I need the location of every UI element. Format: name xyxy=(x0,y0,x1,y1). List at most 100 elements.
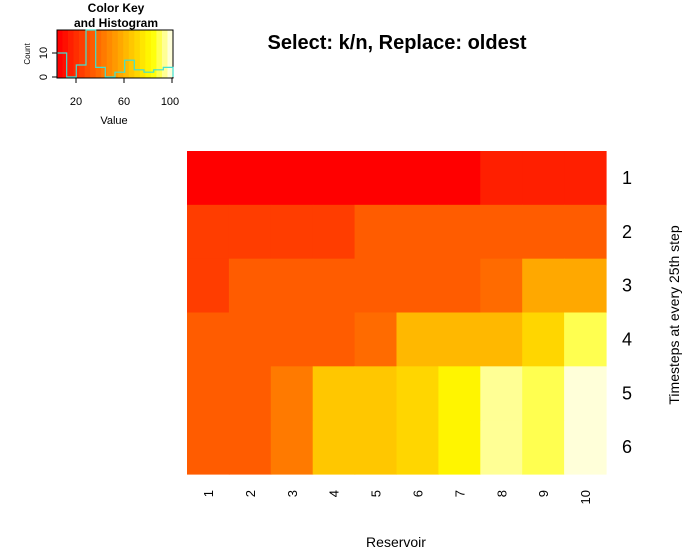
heatmap-cell-r6-c10 xyxy=(564,420,607,475)
color-key-band-14 xyxy=(128,30,135,78)
heatmap-cell-r1-c4 xyxy=(312,151,356,206)
heatmap-cell-r5-c8 xyxy=(480,366,523,421)
heatmap-cell-r6-c1 xyxy=(187,420,230,475)
heatmap-cell-r1-c6 xyxy=(396,151,439,206)
color-key: Color Key and Histogram 20 60 100 Value … xyxy=(23,1,179,127)
heatmap-cell-r5-c2 xyxy=(228,366,272,421)
x-tick-label-2: 2 xyxy=(243,490,258,497)
heatmap-cell-r1-c7 xyxy=(438,151,481,206)
color-key-band-9 xyxy=(101,30,108,78)
heatmap-cell-r4-c4 xyxy=(312,312,356,367)
color-key-band-16 xyxy=(139,30,146,78)
heatmap-cell-r5-c9 xyxy=(522,366,565,421)
heatmap-cell-r2-c8 xyxy=(480,204,523,260)
color-key-band-18 xyxy=(150,30,157,78)
color-key-band-17 xyxy=(145,30,152,78)
color-key-band-6 xyxy=(84,30,91,78)
color-key-xtick-100: 100 xyxy=(161,96,179,108)
heatmap-cell-r4-c8 xyxy=(480,312,523,367)
heatmap-cell-r3-c6 xyxy=(396,258,439,314)
heatmap-cell-r4-c5 xyxy=(354,312,398,367)
heatmap-cell-r6-c2 xyxy=(228,420,272,475)
color-key-band-8 xyxy=(95,30,102,78)
color-key-y-axis: 0 10 Count xyxy=(23,30,58,80)
heatmap-cell-r3-c4 xyxy=(312,258,356,314)
heatmap-cell-r5-c4 xyxy=(312,366,356,421)
color-key-xtick-20: 20 xyxy=(70,96,82,108)
heatmap-cell-r4-c10 xyxy=(564,312,607,367)
heatmap-cell-r2-c10 xyxy=(564,204,607,260)
heatmap-cell-r6-c8 xyxy=(480,420,523,475)
y-tick-label-3: 3 xyxy=(622,276,632,296)
y-tick-label-5: 5 xyxy=(622,383,632,403)
x-tick-label-7: 7 xyxy=(452,490,467,497)
heatmap-cell-r2-c5 xyxy=(354,204,398,260)
color-key-band-13 xyxy=(123,30,130,78)
color-key-bands xyxy=(57,30,174,78)
heatmap-cell-r6-c6 xyxy=(396,420,439,475)
color-key-ytick-10: 10 xyxy=(38,47,50,59)
y-tick-label-6: 6 xyxy=(622,437,632,457)
heatmap-cell-r3-c3 xyxy=(270,258,314,314)
y-tick-label-4: 4 xyxy=(622,329,632,349)
x-tick-label-8: 8 xyxy=(494,490,509,497)
color-key-title-line2: and Histogram xyxy=(74,16,158,30)
color-key-band-19 xyxy=(156,30,163,78)
color-key-x-axis: 20 60 100 Value xyxy=(57,77,179,127)
heatmap-cell-r5-c5 xyxy=(354,366,398,421)
color-key-ylabel: Count xyxy=(23,43,32,65)
heatmap-cell-r4-c3 xyxy=(270,312,314,367)
x-tick-label-5: 5 xyxy=(369,490,384,497)
y-axis-label: Timesteps at every 25th step xyxy=(666,225,682,404)
color-key-xtick-60: 60 xyxy=(118,96,130,108)
heatmap-cell-r2-c9 xyxy=(522,204,565,260)
color-key-band-3 xyxy=(68,30,74,78)
heatmap-cell-r6-c5 xyxy=(354,420,398,475)
heatmap-cell-r2-c2 xyxy=(228,204,272,260)
heatmap-cell-r3-c5 xyxy=(354,258,398,314)
x-tick-label-9: 9 xyxy=(536,490,551,497)
heatmap-cell-r5-c10 xyxy=(564,366,607,421)
x-tick-label-6: 6 xyxy=(410,490,425,497)
heatmap-cell-r4-c6 xyxy=(396,312,439,367)
x-tick-label-4: 4 xyxy=(327,490,342,497)
color-key-band-21 xyxy=(167,30,174,78)
color-key-band-12 xyxy=(117,30,124,78)
color-key-band-4 xyxy=(73,30,80,78)
chart-title: Select: k/n, Replace: oldest xyxy=(268,32,527,54)
heatmap-cell-r1-c1 xyxy=(187,151,230,206)
heatmap-cell-r2-c3 xyxy=(270,204,314,260)
heatmap-cell-r2-c1 xyxy=(187,204,230,260)
color-key-band-15 xyxy=(134,30,141,78)
heatmap-cell-r3-c8 xyxy=(480,258,523,314)
heatmap-cell-r4-c1 xyxy=(187,312,230,367)
heatmap-cell-r1-c5 xyxy=(354,151,398,206)
color-key-histogram xyxy=(56,29,174,78)
color-key-band-11 xyxy=(112,30,119,78)
x-tick-label-3: 3 xyxy=(285,490,300,497)
heatmap-cell-r1-c10 xyxy=(564,151,607,206)
heatmap-cell-r4-c2 xyxy=(228,312,272,367)
heatmap-cell-r2-c7 xyxy=(438,204,481,260)
heatmap-cell-r3-c9 xyxy=(522,258,565,314)
color-key-band-10 xyxy=(106,30,113,78)
heatmap-cells xyxy=(187,151,607,475)
color-key-band-5 xyxy=(79,30,86,78)
heatmap-cell-r2-c6 xyxy=(396,204,439,260)
color-key-band-20 xyxy=(161,30,168,78)
heatmap-cell-r6-c4 xyxy=(312,420,356,475)
heatmap-cell-r5-c1 xyxy=(187,366,230,421)
color-key-ytick-0: 0 xyxy=(38,74,50,80)
x-tick-labels: 1 2 3 4 5 6 7 8 9 10 xyxy=(201,490,593,504)
y-tick-labels: 1 2 3 4 5 6 xyxy=(622,168,632,457)
heatmap-cell-r5-c6 xyxy=(396,366,439,421)
x-axis-label: Reservoir xyxy=(366,534,426,550)
heatmap-cell-r3-c2 xyxy=(228,258,272,314)
heatmap-cell-r6-c7 xyxy=(438,420,481,475)
heatmap-cell-r3-c7 xyxy=(438,258,481,314)
heatmap-cell-r1-c8 xyxy=(480,151,523,206)
color-key-xlabel: Value xyxy=(100,115,127,127)
heatmap-cell-r4-c9 xyxy=(522,312,565,367)
color-key-band-7 xyxy=(90,30,97,78)
